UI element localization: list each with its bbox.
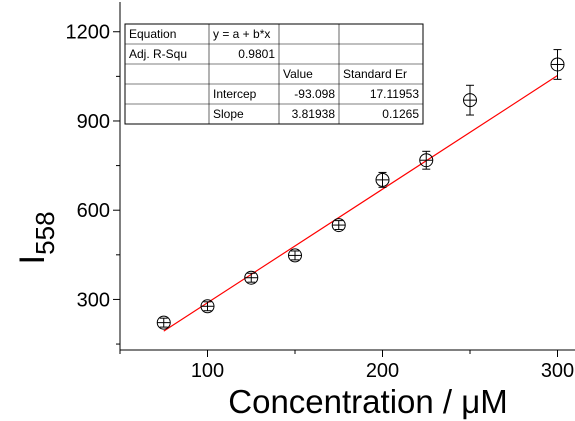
points-layer [156,49,565,330]
table-cell: Value [283,67,313,81]
table-cell: y = a + b*x [213,27,270,41]
data-point [419,150,434,170]
y-axis-title-subscript: 558 [30,211,60,254]
data-point [288,248,302,263]
data-point [463,84,477,116]
x-axis-title: Concentration / μM [228,383,507,420]
y-tick-label: 900 [77,111,110,133]
x-ticks: 100 200 300 [119,350,574,382]
fit-results-table: Equation y = a + b*x Adj. R-Squ 0.9801 Value… [124,23,424,125]
y-axis-title: I558 [13,211,60,264]
data-point [244,270,259,285]
table-cell: Adj. R-Squ [129,47,187,61]
data-point [331,218,346,233]
table-cell: 17.11953 [370,87,419,101]
y-axis-title-main: I [13,255,52,265]
table-cell: 0.1265 [382,107,419,121]
data-point [200,299,215,314]
table-cell: Intercep [213,87,257,101]
axes [119,2,575,351]
table-cell: Standard Er [343,67,407,81]
table-border [124,23,424,125]
table-cell: 3.81938 [292,107,336,121]
table-cell: -93.098 [294,87,335,101]
y-tick-label: 300 [77,289,110,311]
x-tick-label: 300 [541,360,574,382]
table-cell: Equation [129,27,176,41]
fit-layer [163,75,558,332]
table-cell: 0.9801 [238,47,275,61]
table-cell: Slope [213,107,244,121]
data-point [375,171,390,188]
y-tick-label: 1200 [66,22,111,44]
y-ticks: 300 600 900 1200 [66,22,120,345]
svg-text:I558: I558 [13,211,60,264]
y-tick-label: 600 [77,200,110,222]
data-point [156,315,171,330]
data-point [550,49,565,80]
x-tick-label: 200 [366,360,399,382]
x-tick-label: 100 [191,360,224,382]
fit-line [163,75,558,332]
